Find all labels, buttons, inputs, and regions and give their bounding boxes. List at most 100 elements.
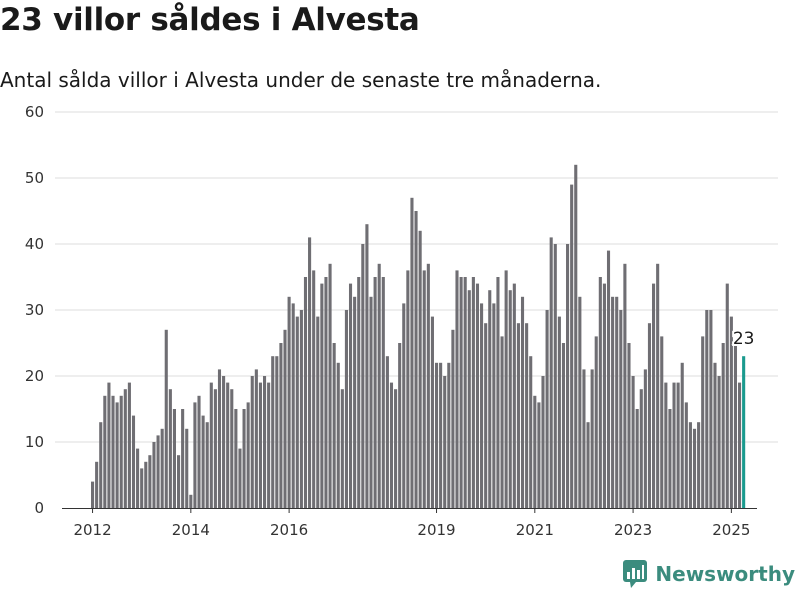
bar — [660, 336, 664, 508]
y-tick-label: 60 — [25, 103, 44, 121]
bar — [246, 402, 250, 508]
bar — [262, 376, 267, 508]
bar — [148, 455, 152, 508]
bar — [410, 197, 414, 509]
bar — [516, 323, 520, 508]
bar — [160, 428, 164, 508]
bar — [320, 283, 324, 508]
bar — [574, 164, 578, 509]
bar — [385, 356, 389, 508]
bar — [434, 362, 439, 508]
bar — [484, 323, 488, 508]
bar — [275, 356, 279, 508]
bar — [291, 303, 295, 508]
bar — [279, 343, 283, 508]
bar — [688, 422, 692, 508]
bar — [217, 369, 222, 508]
bar — [209, 382, 213, 508]
bar — [459, 277, 463, 508]
bar — [398, 343, 402, 508]
bar — [471, 277, 475, 508]
bar — [463, 277, 467, 508]
bar — [492, 303, 496, 508]
bar — [508, 290, 512, 508]
bar — [578, 296, 582, 508]
bar — [721, 343, 725, 508]
bar — [127, 382, 131, 508]
bar — [611, 296, 615, 508]
bar — [598, 277, 602, 508]
bar — [303, 277, 308, 508]
bar — [234, 409, 238, 508]
bar — [529, 356, 533, 508]
bar — [95, 461, 99, 508]
bar — [242, 409, 246, 508]
bar — [394, 389, 398, 508]
bar — [590, 369, 594, 508]
bar — [414, 211, 418, 508]
bar — [381, 277, 385, 508]
highlight-value-label: 23 — [733, 329, 755, 349]
bar — [168, 389, 172, 508]
bar — [201, 415, 205, 508]
bar — [164, 329, 168, 508]
bar — [488, 290, 492, 508]
bar — [692, 428, 697, 508]
bar — [561, 343, 566, 508]
bar — [91, 481, 95, 508]
bar — [283, 329, 287, 508]
bar — [430, 316, 434, 508]
bar — [738, 382, 742, 508]
bar — [119, 395, 123, 508]
bar — [357, 277, 361, 508]
bar — [226, 382, 230, 508]
bar — [533, 395, 537, 508]
bar — [193, 402, 197, 508]
bar — [582, 369, 586, 508]
bar — [672, 382, 676, 508]
bar — [99, 422, 103, 508]
bar — [389, 382, 394, 508]
bar — [570, 184, 574, 508]
y-tick-label: 10 — [25, 433, 44, 451]
bar-highlight — [742, 356, 746, 508]
bar — [115, 402, 119, 508]
bar — [402, 303, 406, 508]
bar — [131, 415, 136, 508]
bar — [709, 310, 713, 508]
bar — [271, 356, 275, 508]
bar — [725, 283, 729, 508]
bar — [213, 389, 217, 508]
brand-name: Newsworthy — [655, 562, 795, 586]
bar — [733, 343, 738, 508]
bar — [635, 409, 639, 508]
x-tick-label: 2019 — [417, 521, 455, 539]
bar — [418, 230, 422, 509]
bar — [295, 316, 299, 508]
bar — [623, 263, 627, 508]
bar — [525, 323, 529, 508]
bar — [652, 283, 656, 508]
bar — [177, 455, 181, 508]
y-axis: 0 10 20 30 40 50 60 — [25, 103, 44, 517]
bar — [701, 336, 705, 508]
y-tick-label: 40 — [25, 235, 44, 253]
x-tick-label: 2023 — [614, 521, 652, 539]
annotations: 23 — [731, 327, 757, 351]
newsworthy-logo-icon — [623, 560, 648, 588]
bar — [353, 296, 357, 508]
bar — [156, 435, 160, 508]
bar — [287, 296, 291, 508]
bar — [717, 376, 721, 508]
bar — [680, 362, 684, 508]
x-axis: 2012 2014 2016 2019 2021 2023 2025 — [62, 508, 757, 539]
bar — [422, 270, 426, 508]
y-tick-label: 30 — [25, 301, 44, 319]
bar — [541, 376, 545, 508]
bar — [172, 409, 176, 508]
bar — [557, 316, 561, 508]
bar — [684, 402, 688, 508]
y-tick-label: 0 — [34, 499, 44, 517]
x-tick-label: 2016 — [270, 521, 308, 539]
bar — [328, 263, 332, 508]
